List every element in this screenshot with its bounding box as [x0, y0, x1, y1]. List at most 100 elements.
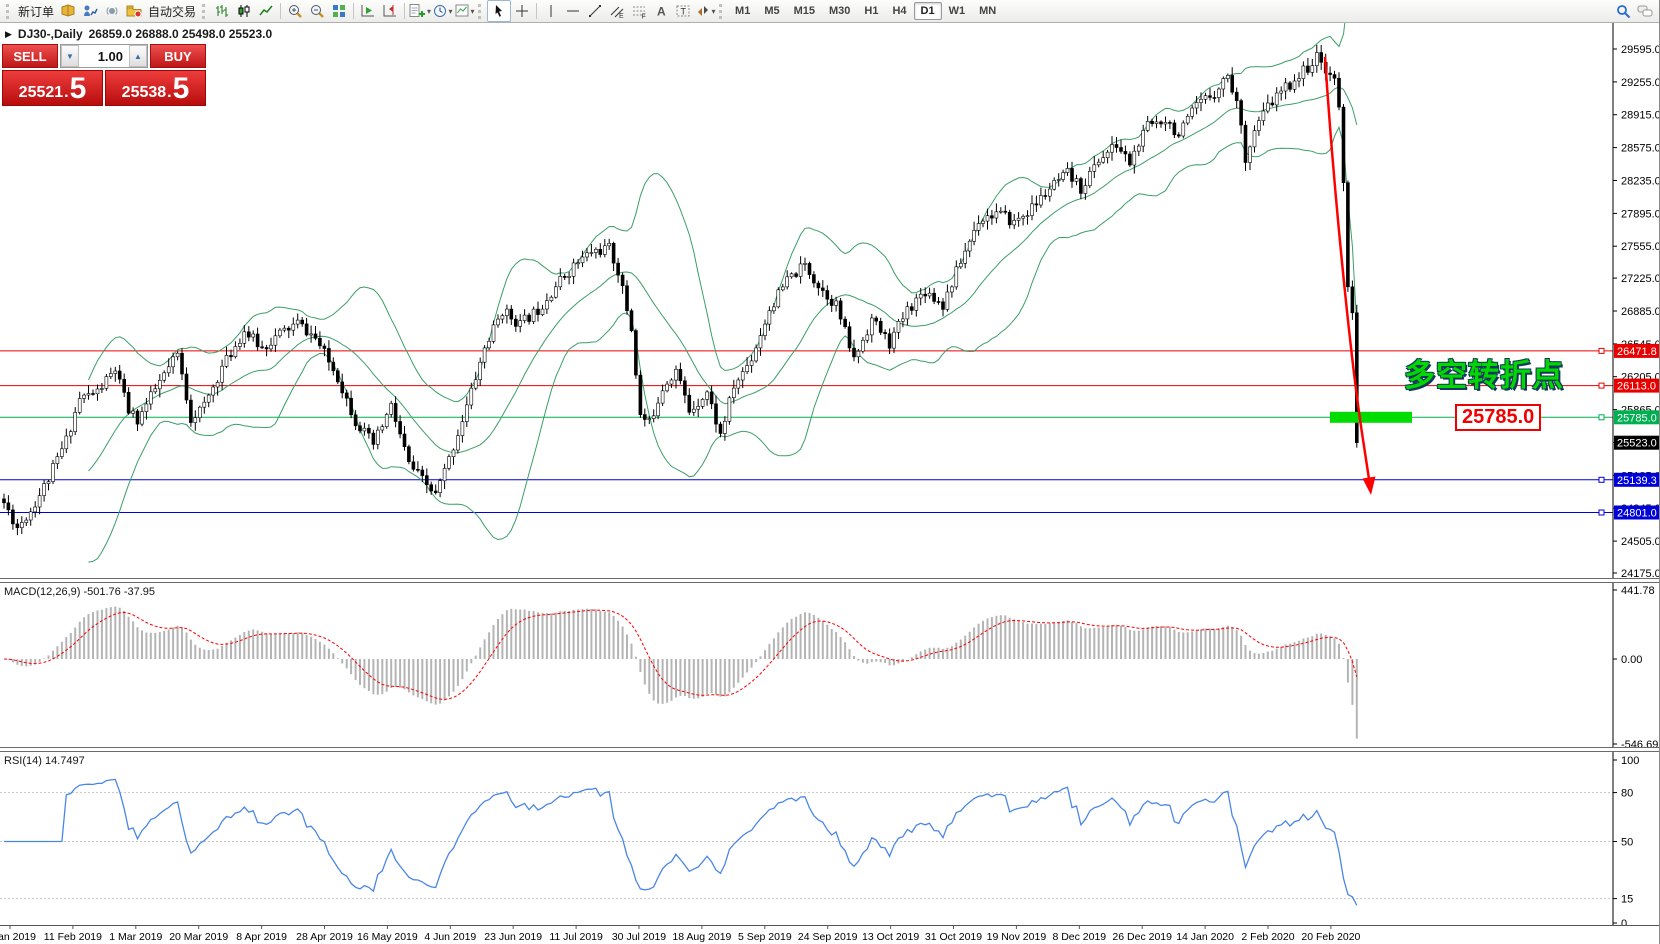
sell-price-button[interactable]: 25521 . 5 — [2, 70, 103, 106]
candlestick-chart-icon[interactable] — [233, 1, 255, 21]
tab-timeframe-d1[interactable]: D1 — [913, 2, 942, 20]
macd-axis[interactable]: 441.78 0.00 -546.69 — [1612, 583, 1658, 747]
chart-shift-icon[interactable] — [379, 1, 401, 21]
tile-windows-icon[interactable] — [328, 1, 350, 21]
toolbar-separator — [536, 3, 538, 19]
templates-icon[interactable]: ▾ — [453, 1, 475, 21]
signal-icon[interactable] — [101, 1, 123, 21]
tab-timeframe-w1[interactable]: W1 — [948, 5, 966, 17]
svg-text:27225.0: 27225.0 — [1621, 273, 1660, 285]
periods-icon[interactable]: ▾ — [431, 1, 453, 21]
rsi-axis[interactable]: 100 80 50 15 0 — [1612, 752, 1639, 925]
date-label: 14 Jan 2020 — [1176, 931, 1234, 943]
auto-trading-button[interactable]: 自动交易 — [145, 1, 199, 21]
tab-timeframe-h4[interactable]: H4 — [892, 5, 907, 17]
tab-timeframe-m30[interactable]: M30 — [829, 5, 851, 17]
svg-text:-546.69: -546.69 — [1621, 739, 1658, 747]
turning-point-price-label[interactable]: 25785.0 — [1455, 404, 1542, 431]
candles — [2, 44, 1359, 536]
date-axis[interactable]: 3 Jan 2019 11 Feb 2019 1 Mar 2019 20 Mar 20… — [0, 925, 1660, 944]
svg-text:0: 0 — [1621, 918, 1627, 925]
svg-text:28235.0: 28235.0 — [1621, 176, 1660, 188]
svg-text:T: T — [681, 7, 687, 17]
cursor-icon[interactable] — [487, 0, 512, 22]
volume-decrease-button[interactable]: ▼ — [61, 45, 79, 67]
svg-text:0.00: 0.00 — [1621, 654, 1642, 666]
hline-26113.0[interactable] — [0, 382, 1613, 389]
sell-button[interactable]: SELL — [2, 44, 58, 68]
sell-price-main: 25521 — [18, 84, 64, 101]
autotrade-folder-icon[interactable] — [123, 1, 145, 21]
price-badge-24801.0: 24801.0 — [1614, 505, 1659, 520]
text-icon[interactable]: A — [650, 1, 672, 21]
chevron-down-icon: ▾ — [711, 6, 716, 16]
svg-text:50: 50 — [1621, 837, 1633, 849]
toolbar-grip — [6, 3, 12, 19]
svg-text:A: A — [657, 5, 666, 19]
chart-expand-icon[interactable]: ▶ — [5, 28, 12, 39]
macd-histogram — [7, 606, 1358, 739]
zoom-in-icon[interactable] — [284, 1, 306, 21]
toolbar-grip — [202, 3, 208, 19]
buy-button[interactable]: BUY — [150, 44, 206, 68]
tab-timeframe-mn[interactable]: MN — [979, 5, 997, 17]
hline-26471.8[interactable] — [0, 347, 1613, 354]
crash-arrow[interactable] — [1323, 56, 1376, 495]
one-click-trading-widget: SELL ▼ 1.00 ▲ BUY 25521 . 5 25538 . 5 — [2, 44, 206, 106]
volume-increase-button[interactable]: ▲ — [129, 45, 147, 67]
hline-25139.3[interactable] — [0, 476, 1613, 483]
macd-indicator-panel[interactable]: 441.78 0.00 -546.69 — [0, 583, 1660, 747]
date-label: 16 May 2019 — [357, 931, 418, 943]
price-badge-26471.8: 26471.8 — [1614, 343, 1659, 358]
panel-splitter[interactable] — [0, 578, 1659, 583]
toolbar-grip — [478, 3, 484, 19]
trend-line-icon[interactable] — [584, 1, 606, 21]
svg-text:25523.0: 25523.0 — [1617, 438, 1657, 450]
turning-point-highlight-bar[interactable] — [1330, 411, 1412, 423]
main-price-chart[interactable]: 29595.0 29255.0 28915.0 28575.0 28235.0 27895… — [0, 23, 1660, 578]
vertical-line-icon[interactable] — [540, 1, 562, 21]
rsi-indicator-panel[interactable]: 100 80 50 15 0 — [0, 752, 1660, 925]
new-order-button[interactable]: 新订单 — [15, 1, 57, 21]
sell-price-pip: 5 — [69, 72, 87, 105]
equidistant-channel-icon[interactable]: E — [606, 1, 628, 21]
turning-point-annotation[interactable]: 多空转折点 — [1404, 358, 1564, 393]
price-badge-26113.0: 26113.0 — [1614, 378, 1659, 393]
panel-splitter[interactable] — [0, 747, 1659, 752]
auto-trading-label: 自动交易 — [148, 4, 197, 19]
date-label: 5 Sep 2019 — [738, 931, 792, 943]
svg-text:29595.0: 29595.0 — [1621, 44, 1660, 56]
price-axis[interactable]: 29595.0 29255.0 28915.0 28575.0 28235.0 27895… — [1612, 23, 1660, 578]
volume-stepper: ▼ 1.00 ▲ — [60, 44, 148, 68]
crosshair-icon[interactable] — [511, 1, 533, 21]
indicators-icon[interactable]: ▾ — [408, 1, 431, 21]
buy-price-button[interactable]: 25538 . 5 — [105, 70, 206, 106]
date-label: 23 Jun 2019 — [484, 931, 542, 943]
tab-timeframe-m15[interactable]: M15 — [793, 5, 816, 17]
profile-chart-icon[interactable] — [79, 1, 101, 21]
price-badge-25785.0: 25785.0 — [1614, 410, 1659, 425]
book-icon[interactable] — [57, 1, 79, 21]
horizontal-line-icon[interactable] — [562, 1, 584, 21]
tab-timeframe-m1[interactable]: M1 — [735, 5, 751, 17]
text-label-icon[interactable]: T — [672, 1, 694, 21]
hline-24801.0[interactable] — [0, 509, 1613, 516]
line-chart-icon[interactable] — [255, 1, 277, 21]
tab-timeframe-h1[interactable]: H1 — [864, 5, 879, 17]
chat-icon[interactable] — [1634, 1, 1656, 21]
fibonacci-icon[interactable]: F — [628, 1, 650, 21]
volume-input[interactable]: 1.00 — [97, 48, 123, 64]
chart-symbol-period: DJ30-,Daily — [17, 27, 83, 41]
zoom-out-icon[interactable] — [306, 1, 328, 21]
svg-text:27555.0: 27555.0 — [1621, 241, 1660, 253]
tab-timeframe-m5[interactable]: M5 — [764, 5, 780, 17]
sell-price-dot: . — [64, 84, 69, 101]
svg-text:24175.0: 24175.0 — [1621, 568, 1660, 578]
bar-chart-icon[interactable] — [211, 1, 233, 21]
search-icon[interactable] — [1612, 1, 1634, 21]
arrows-icon[interactable]: ▾ — [694, 1, 716, 21]
toolbar-separator — [404, 3, 406, 19]
date-label: 8 Dec 2019 — [1052, 931, 1106, 943]
auto-scroll-icon[interactable] — [357, 1, 379, 21]
